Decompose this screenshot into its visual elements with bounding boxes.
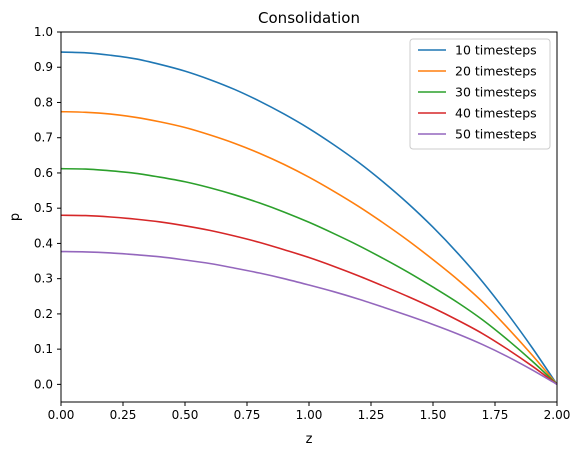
x-tick-label: 1.75 xyxy=(482,408,509,422)
legend-label-2: 20 timesteps xyxy=(455,64,537,79)
plot-lines xyxy=(60,51,558,386)
y-tick-label: 0.9 xyxy=(34,60,53,74)
y-tick-label: 0.3 xyxy=(34,272,53,286)
legend-label-1: 10 timesteps xyxy=(455,43,537,58)
x-tick-label: 2.00 xyxy=(544,408,571,422)
x-tick-label: 0.00 xyxy=(48,408,75,422)
series-line-5 xyxy=(60,250,558,386)
series-line-2 xyxy=(60,110,558,385)
x-tick-label: 0.25 xyxy=(110,408,137,422)
y-tick-label: 0.4 xyxy=(34,236,53,250)
y-axis-ticks: 0.0 0.1 0.2 0.3 0.4 0.5 0.6 0.7 0.8 0.9 1.0 xyxy=(34,25,61,391)
chart-title: Consolidation xyxy=(258,9,360,27)
x-tick-label: 1.50 xyxy=(420,408,447,422)
x-axis-ticks: 0.00 0.25 0.50 0.75 1.00 1.25 1.50 1.75 2.00 xyxy=(48,402,571,422)
x-axis-label: z xyxy=(306,432,313,447)
legend-label-4: 40 timesteps xyxy=(455,106,537,121)
x-tick-label: 0.50 xyxy=(172,408,199,422)
y-axis-label: p xyxy=(8,213,23,221)
y-tick-label: 0.0 xyxy=(34,377,53,391)
y-tick-label: 0.5 xyxy=(34,201,53,215)
legend: 10 timesteps 20 timesteps 30 timesteps 40 t… xyxy=(409,38,551,150)
series-line-4 xyxy=(60,214,558,386)
y-tick-label: 0.6 xyxy=(34,166,53,180)
x-tick-label: 1.00 xyxy=(296,408,323,422)
series-line-3 xyxy=(60,167,558,385)
x-tick-label: 0.75 xyxy=(234,408,261,422)
legend-box xyxy=(409,38,551,150)
x-tick-label: 1.25 xyxy=(358,408,385,422)
y-tick-label: 0.2 xyxy=(34,307,53,321)
series-line-1 xyxy=(60,51,558,385)
y-tick-label: 0.7 xyxy=(34,131,53,145)
legend-label-3: 30 timesteps xyxy=(455,85,537,100)
y-tick-label: 0.8 xyxy=(34,95,53,109)
y-tick-label: 0.1 xyxy=(34,342,53,356)
legend-label-5: 50 timesteps xyxy=(455,127,537,142)
y-tick-label: 1.0 xyxy=(34,25,53,39)
